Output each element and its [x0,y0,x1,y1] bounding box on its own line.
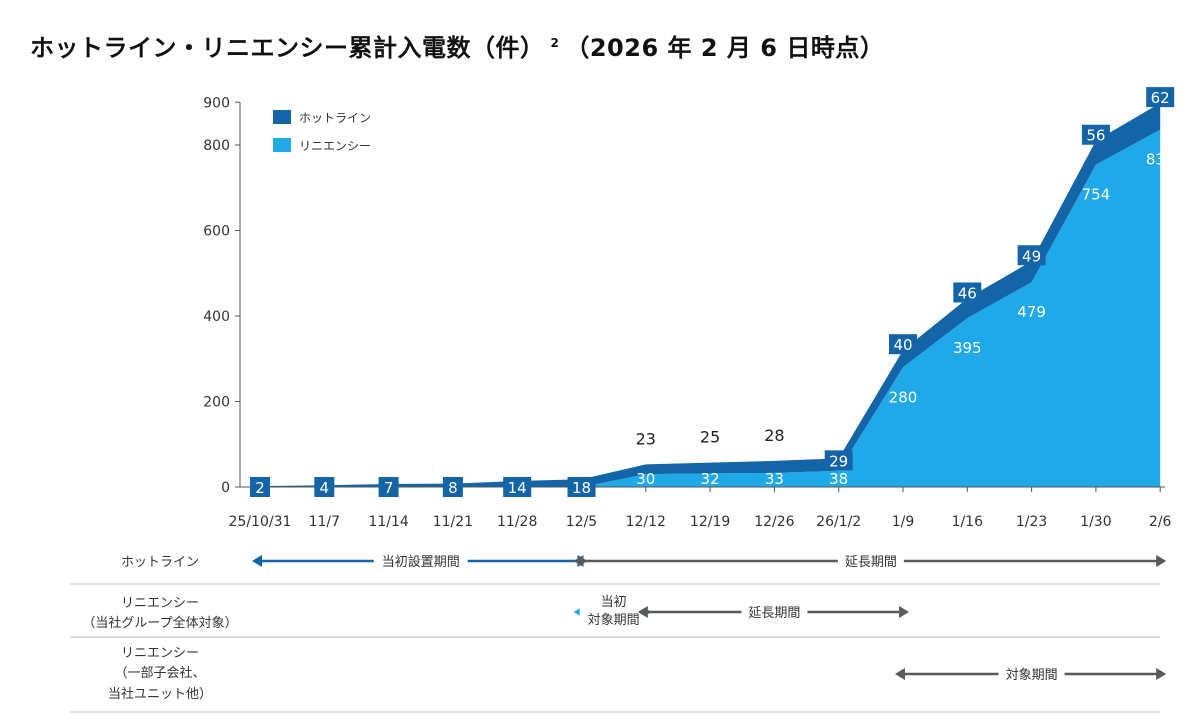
timeline-row-label: リニエンシー [121,646,199,661]
timeline-arrow-head-left [637,606,648,618]
x-tick-label: 1/30 [1080,514,1111,530]
y-tick-label: 400 [203,309,230,325]
timeline-arrow-head-right [1156,555,1167,567]
chart-title: ホットライン・リニエンシー累計入電数（件） 2 （2026 年 2 月 6 日時点） [30,28,884,63]
hotline-data-label: 18 [572,479,591,497]
timeline-row-label: 当社ユニット他） [108,686,212,702]
timeline-label-bg [837,551,904,571]
hotline-data-label: 14 [508,479,527,497]
timeline-row-label: リニエンシー [121,596,199,611]
hotline-data-label: 7 [384,479,394,497]
timeline-arrow-head-left [252,555,262,567]
x-tick-label: 11/14 [368,514,408,530]
legend-swatch-leniency [273,138,291,152]
timeline-row-label: （一部子会社、 [114,665,205,681]
hotline-label-box [1017,245,1046,266]
x-tick-label: 2/6 [1149,514,1172,530]
x-tick-label: 11/7 [309,514,340,530]
x-tick-label: 11/28 [497,514,537,530]
hotline-data-label: 62 [1151,89,1170,107]
timeline-bar-label: 対象期間 [1006,668,1058,683]
leniency-data-label: 280 [889,388,918,406]
legend-label-leniency: リニエンシー [299,139,371,153]
legend-label-hotline: ホットライン [299,111,371,125]
hotline-data-label: 8 [448,479,458,497]
leniency-data-label: 33 [765,470,784,488]
timeline-arrow-head-right [1156,668,1167,680]
legend-swatch-hotline [273,110,291,124]
timeline-row-label: （当社グループ全体対象） [82,615,237,631]
x-tick-label: 1/16 [952,514,984,530]
hotline-label-box [314,477,335,497]
x-tick-label: 12/5 [566,514,597,530]
hotline-label-box [250,477,270,497]
x-tick-label: 12/19 [690,514,730,530]
timeline-arrow-head-right [899,606,909,618]
timeline-bar-label: 延長期間 [748,606,800,621]
hotline-label-box [503,477,532,497]
leniency-data-label: 30 [636,470,655,488]
x-tick-label: 1/9 [892,514,915,530]
leniency-data-label: 38 [829,470,848,488]
x-tick-label: 11/21 [433,514,473,530]
timeline-arrow-head-left [895,668,905,680]
timeline-bar-label: 当初設置期間 [382,554,460,570]
hotline-label-box [889,334,917,355]
timeline-arrow-head-left [573,555,584,567]
timeline-label-bg [998,664,1065,684]
chart-title-main: ホットライン・リニエンシー累計入電数（件） [30,34,545,62]
hotline-label-box [953,282,982,303]
y-tick-label: 0 [221,480,230,496]
timeline-bar-label: 対象期間 [588,613,640,628]
leniency-data-label: 395 [953,339,982,357]
timeline-bar-label: 当初 [601,595,627,610]
hotline-data-label: 49 [1022,247,1041,265]
hotline-data-label: 23 [636,429,656,448]
x-tick-label: 12/26 [754,514,794,530]
hotline-label-box [567,477,596,497]
y-tick-label: 800 [203,138,230,154]
leniency-data-label: 479 [1017,303,1046,321]
y-tick-label: 900 [203,95,230,111]
hotline-label-box [1081,124,1110,145]
hotline-data-label: 40 [893,336,912,354]
timeline-label-bg [579,590,648,630]
title-footnote-marker: 2 [550,36,560,50]
y-tick-label: 600 [203,224,230,240]
leniency-data-label: 32 [701,470,720,488]
timeline-label-bg [741,602,808,622]
x-tick-label: 25/10/31 [229,514,292,530]
hotline-data-label: 29 [829,452,848,470]
x-tick-label: 1/23 [1016,514,1047,530]
hotline-label-box [1146,87,1175,108]
hotline-data-label: 25 [700,428,720,447]
chart-title-asof: （2026 年 2 月 6 日時点） [565,34,885,62]
hotline-label-box [378,477,399,497]
hotline-data-label: 56 [1086,127,1105,145]
y-tick-label: 200 [203,395,230,411]
hotline-label-box [824,450,853,471]
hotline-data-label: 28 [764,426,784,445]
x-tick-label: 26/1/2 [816,514,861,530]
hotline-data-label: 2 [255,479,265,497]
hotline-data-label: 46 [958,284,977,302]
leniency-data-label: 836 [1146,151,1175,169]
series-area-leniency [260,129,1161,488]
timeline-row-label: ホットライン [121,555,199,570]
hotline-data-label: 4 [320,479,330,497]
x-tick-label: 12/12 [626,514,666,530]
leniency-data-label: 754 [1082,186,1111,204]
hotline-label-box [442,477,463,497]
timeline-label-bg [373,551,468,571]
timeline-bar-label: 延長期間 [845,555,897,570]
